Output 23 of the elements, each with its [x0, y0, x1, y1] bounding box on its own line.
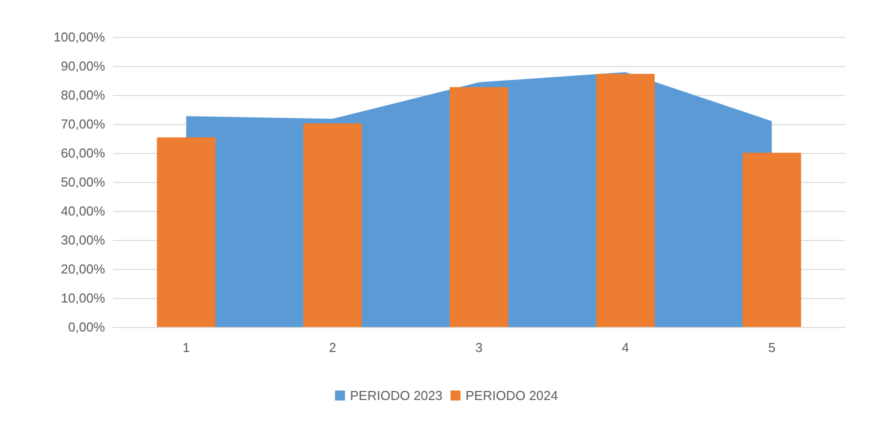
bar	[303, 123, 362, 327]
bar	[450, 87, 508, 327]
bar	[596, 74, 655, 327]
y-tick-label: 40,00%	[60, 204, 106, 218]
y-tick-label: 80,00%	[60, 88, 106, 102]
y-tick-label: 100,00%	[54, 30, 106, 44]
y-tick-label: 10,00%	[60, 290, 106, 306]
x-tick-label: 1	[182, 340, 190, 355]
y-tick-label: 90,00%	[60, 58, 106, 74]
x-tick-label: 5	[768, 340, 776, 355]
x-tick-label: 3	[475, 340, 483, 355]
bar	[156, 137, 216, 327]
y-tick-label: 70,00%	[60, 116, 106, 132]
legend-label: PERIODO 2023	[350, 388, 443, 403]
y-tick-label: 20,00%	[60, 262, 106, 276]
x-tick-label: 4	[622, 340, 630, 355]
y-tick-label: 30,00%	[60, 232, 106, 248]
legend-label: PERIODO 2024	[466, 388, 558, 403]
y-tick-label: 50,00%	[60, 174, 106, 190]
bar	[742, 152, 802, 327]
x-tick-label: 2	[328, 340, 336, 355]
y-tick-label: 60,00%	[60, 146, 106, 160]
y-tick-label: 0,00%	[68, 320, 106, 334]
